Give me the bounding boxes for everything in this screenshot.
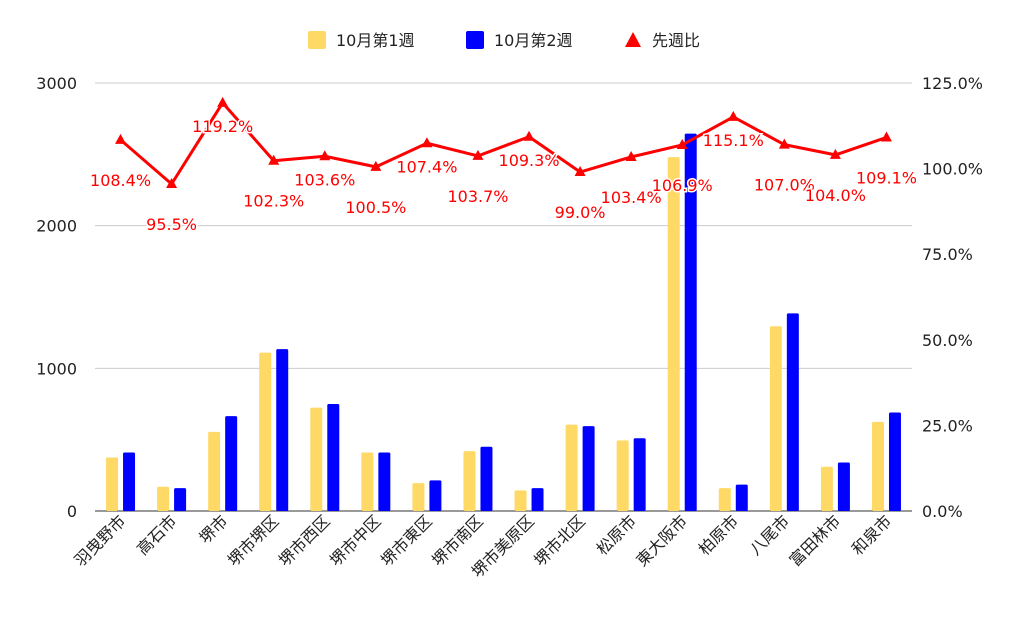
bar-2 [378, 452, 391, 511]
y-right-tick-label: 75.0% [922, 245, 973, 264]
line-point [115, 133, 127, 144]
line-data-label: 95.5% [146, 215, 197, 234]
bar-2 [327, 404, 340, 511]
bar-2 [276, 349, 289, 511]
legend-label-2: 10月第2週 [494, 31, 573, 50]
line-data-label: 104.0% [805, 186, 866, 205]
y-right-tick-label: 0.0% [922, 502, 963, 521]
line-path [119, 101, 887, 186]
x-tick-label: 堺市 [195, 511, 231, 547]
bar-1 [565, 424, 578, 511]
line-data-label: 102.3% [243, 192, 304, 211]
line-point [523, 130, 535, 141]
bar-2 [633, 438, 646, 511]
line-data-label: 107.0% [754, 176, 815, 195]
legend-label-1: 10月第1週 [336, 31, 415, 50]
bar-2 [123, 452, 136, 511]
line-data-label: 103.4% [601, 188, 662, 207]
line-point [625, 150, 637, 161]
bar-2 [174, 488, 187, 511]
line-data-label: 109.3% [499, 151, 560, 170]
x-tick-label: 東大阪市 [632, 511, 691, 570]
bar-1 [310, 407, 323, 511]
y-left-tick-label: 0 [67, 502, 77, 521]
bar-series [106, 133, 901, 512]
line-series: 108.4% 95.5% 119.2% 102.3% 103.6% 100.5% 107.4… [89, 96, 918, 236]
x-tick-label: 堺市中区 [326, 511, 385, 570]
line-data-label: 103.7% [447, 187, 508, 206]
line-data-label: 100.5% [345, 198, 406, 217]
bar-1 [718, 488, 731, 511]
bar-1 [106, 457, 119, 511]
bar-2 [582, 426, 595, 511]
x-tick-label: 富田林市 [786, 511, 845, 570]
y-right-tick-label: 50.0% [922, 331, 973, 350]
bar-1 [157, 486, 170, 511]
line-data-label: 106.9% [652, 176, 713, 195]
bar-1 [361, 452, 374, 511]
bar-1 [208, 431, 221, 511]
x-tick-label: 堺市西区 [275, 511, 334, 570]
legend-swatch-1 [308, 31, 326, 49]
bar-2 [837, 462, 850, 511]
line-point [217, 96, 229, 107]
y-left-tick-label: 3000 [36, 74, 77, 93]
line-data-label: 107.4% [396, 157, 457, 176]
y-right-tick-label: 125.0% [922, 74, 983, 93]
bar-1 [820, 466, 833, 511]
bar-1 [667, 157, 680, 512]
x-tick-label: 羽曳野市 [71, 511, 130, 570]
x-tick-label: 八尾市 [746, 511, 793, 558]
line-point [268, 154, 280, 165]
line-point [829, 148, 841, 159]
bar-1 [769, 326, 782, 511]
bar-1 [412, 483, 425, 511]
y-right-tick-label: 25.0% [922, 416, 973, 435]
bar-1 [259, 352, 272, 511]
line-point [778, 138, 790, 149]
bar-2 [888, 412, 901, 511]
bar-2 [225, 416, 238, 511]
bar-1 [514, 490, 527, 511]
line-data-label: 103.6% [294, 170, 355, 189]
bar-2 [480, 446, 493, 511]
y-right-tick-label: 100.0% [922, 160, 983, 179]
bar-2 [735, 484, 748, 511]
x-tick-label: 松原市 [593, 511, 640, 558]
line-point [370, 160, 382, 171]
y-left-tick-label: 1000 [36, 359, 77, 378]
bar-1 [871, 421, 884, 511]
bar-2 [429, 480, 442, 511]
line-point [421, 137, 433, 148]
bar-1 [616, 440, 629, 511]
x-tick-label: 堺市東区 [377, 511, 436, 570]
line-point [727, 110, 739, 121]
line-data-label: 115.1% [703, 131, 764, 150]
line-point [574, 166, 586, 177]
line-data-label: 99.0% [555, 203, 606, 222]
legend-label-3: 先週比 [652, 31, 700, 50]
line-data-label: 108.4% [90, 171, 151, 190]
bar-2 [684, 133, 697, 511]
line-point [472, 149, 484, 160]
y-left-tick-label: 2000 [36, 217, 77, 236]
line-point [166, 178, 178, 189]
legend-swatch-2 [466, 31, 484, 49]
bar-2 [786, 313, 799, 511]
line-point [880, 131, 892, 142]
x-tick-label: 柏原市 [695, 511, 742, 558]
line-data-label: 119.2% [192, 117, 253, 136]
x-tick-label: 高石市 [133, 511, 180, 558]
bar-1 [463, 451, 476, 511]
x-tick-label: 堺市北区 [530, 511, 589, 570]
bar-2 [531, 488, 544, 511]
legend-swatch-3 [625, 32, 641, 47]
line-point [319, 150, 331, 161]
line-point [676, 138, 688, 149]
x-tick-label: 和泉市 [848, 511, 895, 558]
line-data-label: 109.1% [856, 168, 917, 187]
x-tick-label: 堺市堺区 [224, 511, 283, 570]
legend: 10月第1週 10月第2週 先週比 [308, 31, 700, 50]
